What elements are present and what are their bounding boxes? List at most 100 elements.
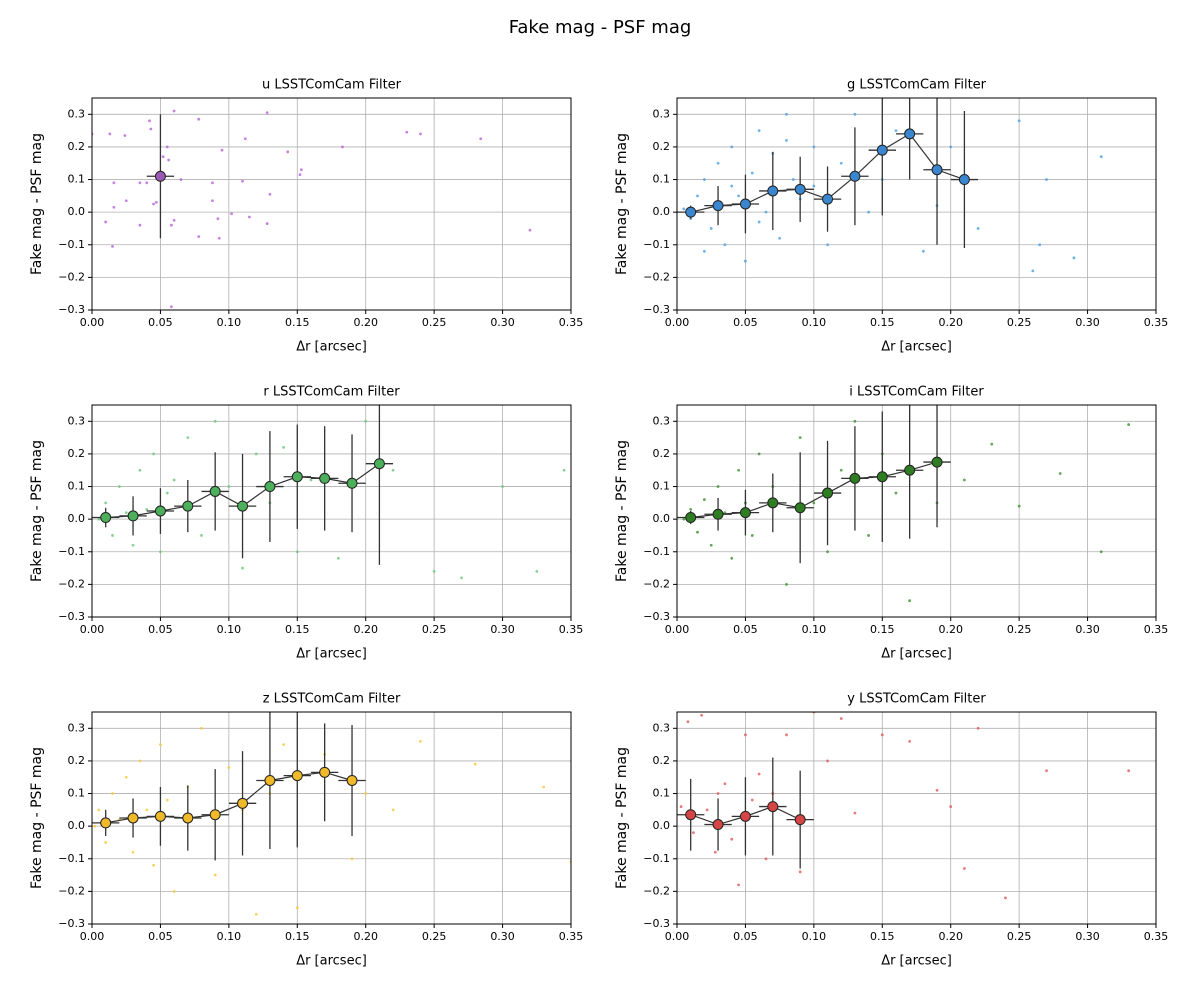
axes-frame [91,97,572,311]
binned-point [319,472,331,484]
scatter-point [700,713,704,717]
scatter-point [165,491,169,495]
scatter-point [853,811,857,815]
scatter-point [295,550,299,554]
x-tick-label: 0.05 [733,316,758,329]
scatter-point [419,132,422,136]
binned-point [876,471,888,483]
y-tick-label: −0.1 [58,238,85,251]
scatter-point [298,173,302,177]
binned-point [794,502,806,514]
y-axis-label: Fake mag - PSF mag [614,747,630,889]
scatter-point [730,184,734,188]
scatter-point [908,599,912,603]
scatter-point [757,772,761,776]
scatter-point [200,534,203,537]
scatter-point [949,145,953,149]
x-tick-label: 0.10 [217,316,242,329]
x-tick-label: 0.25 [422,623,447,636]
scatter-point [839,717,843,720]
scatter-point [826,759,829,763]
x-tick-label: 0.00 [80,316,105,329]
scatter-point [152,202,155,206]
x-tick-label: 0.00 [80,623,105,636]
scatter-point [826,550,829,554]
plot-area [677,712,1131,900]
x-tick-label: 0.35 [1144,930,1169,943]
scatter-point [705,808,709,812]
scatter-point [145,808,149,812]
scatter-point [479,137,483,141]
axes-frame [676,97,1157,311]
y-tick-label: 0.0 [68,512,86,525]
y-tick-label: 0.0 [68,205,86,218]
panel: 0.00 0.05 0.10 0.15 0.20 0.25 0.30 0.35 −0.3 −0.2… [614,78,1168,355]
y-tick-label: 0.3 [653,721,671,734]
scatter-point [111,792,114,795]
y-tick-label: 0.3 [68,414,86,427]
scatter-point [254,912,258,916]
scatter-point [159,550,162,554]
scatter-point [124,199,128,203]
scatter-point [341,145,344,149]
x-axis-label: Δr [arcsec] [881,340,952,355]
scatter-point [161,155,165,159]
scatter-point [990,442,994,446]
scatter-point [1038,243,1042,247]
scatter-point [165,798,169,802]
scatter-point [935,788,939,792]
scatter-point [265,111,269,115]
y-tick-label: 0.1 [68,787,86,800]
binned-point [154,810,166,822]
x-tick-label: 0.20 [353,316,378,329]
scatter-point [562,468,566,472]
y-axis-label: Fake mag - PSF mag [614,133,630,275]
panel: 0.00 0.05 0.10 0.15 0.20 0.25 0.30 0.35 −0.3 −0.2… [614,385,1168,662]
scatter-point [709,543,713,547]
x-tick-label: 0.25 [1007,930,1032,943]
x-tick-label: 0.05 [148,316,173,329]
binned-point [904,464,916,476]
scatter-point [696,530,699,534]
scatter-point [976,726,980,730]
binned-line [690,461,938,519]
scatter-point [254,452,258,456]
scatter-point [460,576,463,580]
x-tick-label: 0.05 [733,930,758,943]
binned-point [822,193,834,205]
scatter-point [1004,896,1007,900]
scatter-point [309,478,313,482]
scatter-point [963,478,966,482]
x-tick-label: 0.10 [802,623,827,636]
binned-point [712,200,724,212]
scatter-point [169,305,173,309]
binned-point [100,817,112,829]
panel-title: g LSSTComCam Filter [847,78,987,93]
panel-title: u LSSTComCam Filter [262,78,402,93]
scatter-point [93,824,97,828]
y-tick-label: 0.3 [68,107,86,120]
scatter-point [112,205,116,209]
scatter-point [949,805,953,808]
scatter-point [785,733,788,737]
scatter-point [880,733,884,737]
x-axis-label: Δr [arcsec] [296,954,367,969]
scatter-point [123,134,127,137]
scatter-point [111,534,114,537]
scatter-point [364,792,368,795]
scatter-point [282,446,285,449]
y-tick-label: −0.1 [643,545,670,558]
scatter-point [419,739,422,743]
scatter-point [798,870,802,874]
scatter-point [286,150,290,154]
y-tick-label: −0.2 [58,270,85,283]
figure-title: Fake mag - PSF mag [509,17,692,38]
scatter-point [716,792,720,795]
scatter-point [744,259,747,263]
scatter-point [131,850,135,854]
y-tick-label: 0.1 [653,480,671,493]
scatter-point [976,227,980,230]
x-tick-label: 0.35 [1144,316,1169,329]
scatter-point [1017,119,1021,123]
y-tick-label: −0.1 [643,852,670,865]
